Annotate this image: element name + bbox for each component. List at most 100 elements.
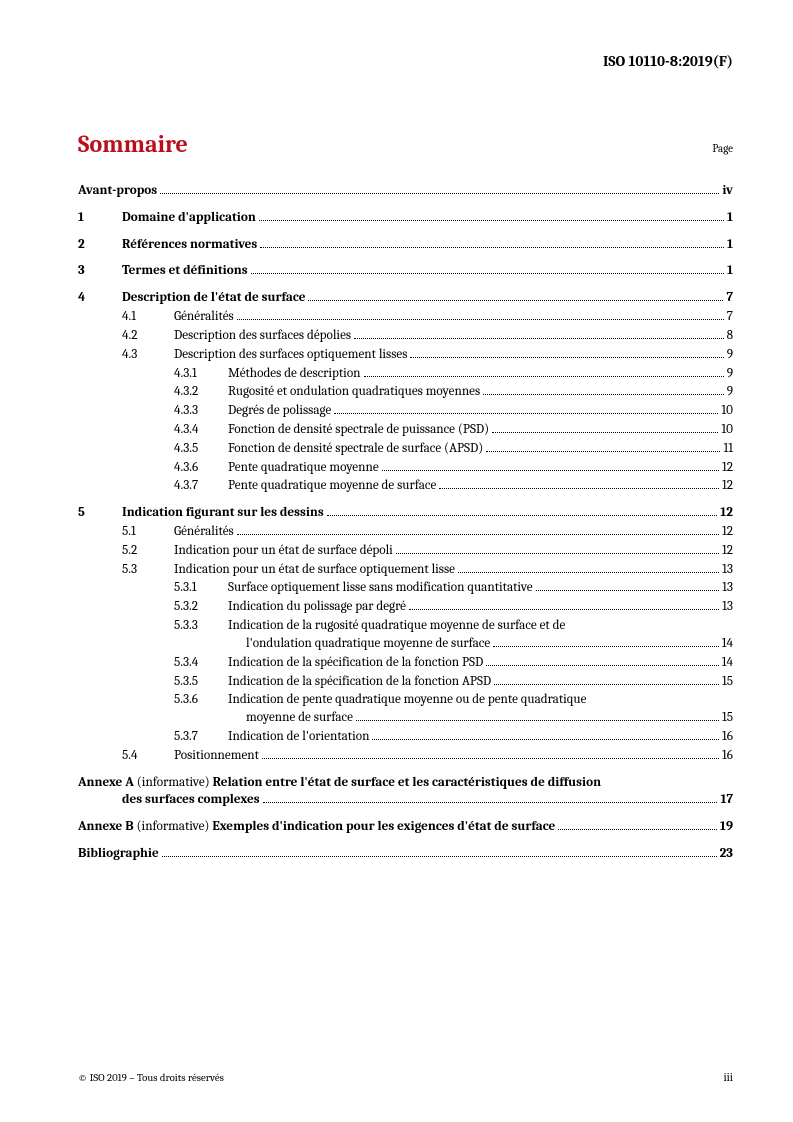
- toc-number: 5: [78, 504, 122, 522]
- document-id: ISO 10110-8:2019(F): [603, 52, 733, 70]
- leader-dots: [493, 637, 719, 647]
- toc-label: Degrés de polissage: [228, 402, 331, 420]
- leader-dots: [356, 711, 719, 721]
- toc-entry-section-4-3-7[interactable]: 4.3.7 Pente quadratique moyenne de surfa…: [78, 477, 733, 495]
- toc-number: 1: [78, 209, 122, 227]
- toc-number: 4.3.1: [174, 365, 228, 383]
- leader-dots: [308, 291, 723, 301]
- toc-entry-section-5-3-4[interactable]: 5.3.4 Indication de la spécification de …: [78, 654, 733, 672]
- toc-entry-section-4-1[interactable]: 4.1 Généralités 7: [78, 308, 733, 326]
- toc-entry-annex-b[interactable]: Annexe B (informative) Exemples d'indica…: [78, 818, 733, 836]
- toc-entry-section-5[interactable]: 5 Indication figurant sur les dessins 12: [78, 504, 733, 522]
- toc-number: 4: [78, 289, 122, 307]
- toc-entry-section-5-1[interactable]: 5.1 Généralités12: [78, 523, 733, 541]
- toc-label: Indication de la spécification de la fon…: [228, 654, 483, 672]
- toc-entry-section-5-3-2[interactable]: 5.3.2 Indication du polissage par degré1…: [78, 598, 733, 616]
- toc-entry-section-5-3[interactable]: 5.3 Indication pour un état de surface o…: [78, 561, 733, 579]
- toc-entry-section-4-3-3[interactable]: 4.3.3 Degrés de polissage10: [78, 402, 733, 420]
- toc-entry-section-5-2[interactable]: 5.2 Indication pour un état de surface d…: [78, 542, 733, 560]
- footer-page-number: iii: [723, 1071, 733, 1084]
- toc-number: 4.3.2: [174, 383, 228, 401]
- toc-label: Bibliographie: [78, 845, 159, 863]
- toc-entry-section-1[interactable]: 1 Domaine d'application 1: [78, 209, 733, 227]
- leader-dots: [382, 461, 719, 471]
- leader-dots: [492, 423, 718, 433]
- leader-dots: [354, 329, 724, 339]
- toc-entry-section-5-4[interactable]: 5.4 Positionnement16: [78, 747, 733, 765]
- annex-informative: (informative): [137, 775, 210, 790]
- toc-page: 19: [720, 818, 733, 836]
- leader-dots: [260, 238, 724, 248]
- annex-informative: (informative): [137, 819, 210, 834]
- toc-number: 4.3.3: [174, 402, 228, 420]
- toc-entry-section-3[interactable]: 3 Termes et définitions 1: [78, 262, 733, 280]
- toc-label: Indication de l'orientation: [228, 728, 369, 746]
- toc-entry-section-5-3-6[interactable]: 5.3.6 Indication de pente quadratique mo…: [78, 691, 733, 727]
- leader-dots: [458, 563, 719, 573]
- toc-entry-section-4-3-5[interactable]: 4.3.5 Fonction de densité spectrale de s…: [78, 440, 733, 458]
- leader-dots: [486, 656, 718, 666]
- toc-label: Indication figurant sur les dessins: [122, 504, 324, 522]
- toc-page: 14: [722, 654, 733, 672]
- toc-label: Fonction de densité spectrale de puissan…: [228, 421, 489, 439]
- toc-page: 12: [722, 459, 733, 477]
- toc-label-line1: Indication de la rugosité quadratique mo…: [228, 618, 565, 633]
- leader-dots: [364, 367, 724, 377]
- footer-copyright: © ISO 2019 – Tous droits réservés: [78, 1071, 224, 1084]
- toc-label: Termes et définitions: [122, 262, 248, 280]
- toc-number: 5.3.2: [174, 598, 228, 616]
- toc-entry-section-5-3-3[interactable]: 5.3.3 Indication de la rugosité quadrati…: [78, 617, 733, 653]
- toc-page: 11: [723, 440, 733, 458]
- toc-number: 5.1: [122, 523, 174, 541]
- toc-entry-section-4[interactable]: 4 Description de l'état de surface 7: [78, 289, 733, 307]
- toc-entry-foreword[interactable]: Avant-propos iv: [78, 182, 733, 200]
- toc-label-line2: moyenne de surface: [246, 709, 353, 727]
- toc-entry-section-5-3-7[interactable]: 5.3.7 Indication de l'orientation 16: [78, 728, 733, 746]
- toc-label: Positionnement: [174, 747, 259, 765]
- toc-page: 15: [722, 673, 733, 691]
- toc-page: 16: [722, 747, 733, 765]
- toc-page: 16: [722, 728, 733, 746]
- annex-title-line2: des surfaces complexes: [122, 791, 260, 809]
- toc-entry-annex-a[interactable]: Annexe A (informative) Relation entre l'…: [78, 774, 733, 810]
- toc-number: 4.2: [122, 327, 174, 345]
- toc-label: Avant-propos: [78, 182, 157, 200]
- toc-page: 9: [727, 365, 733, 383]
- toc-entry-bibliography[interactable]: Bibliographie 23: [78, 845, 733, 863]
- toc-entry-section-2[interactable]: 2 Références normatives 1: [78, 236, 733, 254]
- leader-dots: [251, 265, 724, 275]
- title-row: Sommaire Page: [78, 130, 733, 158]
- page-title: Sommaire: [78, 130, 188, 158]
- toc-entry-section-4-2[interactable]: 4.2 Description des surfaces dépolies 8: [78, 327, 733, 345]
- toc-entry-section-4-3-4[interactable]: 4.3.4 Fonction de densité spectrale de p…: [78, 421, 733, 439]
- toc-page: iv: [722, 182, 733, 200]
- leader-dots: [409, 600, 719, 610]
- toc-page: 9: [727, 383, 733, 401]
- toc-entry-section-4-3[interactable]: 4.3 Description des surfaces optiquement…: [78, 346, 733, 364]
- toc-entry-section-4-3-2[interactable]: 4.3.2 Rugosité et ondulation quadratique…: [78, 383, 733, 401]
- toc-number: 5.3.7: [174, 728, 228, 746]
- toc-entry-section-5-3-1[interactable]: 5.3.1 Surface optiquement lisse sans mod…: [78, 579, 733, 597]
- toc-label: Description des surfaces dépolies: [174, 327, 351, 345]
- toc-number: 5.3.1: [174, 579, 228, 597]
- toc-page: 8: [727, 327, 733, 345]
- toc-page: 1: [727, 209, 733, 227]
- toc-page: 13: [722, 579, 733, 597]
- toc-page: 9: [727, 346, 733, 364]
- leader-dots: [327, 506, 718, 516]
- toc-page: 1: [727, 262, 733, 280]
- toc-entry-section-4-3-6[interactable]: 4.3.6 Pente quadratique moyenne12: [78, 459, 733, 477]
- toc-label-line1: Indication de pente quadratique moyenne …: [228, 692, 586, 707]
- annex-title: Exemples d'indication pour les exigences…: [212, 819, 555, 834]
- toc-page: 12: [720, 504, 733, 522]
- toc-page: 17: [720, 791, 733, 809]
- toc-number: 5.3: [122, 561, 174, 579]
- leader-dots: [334, 404, 718, 414]
- leader-dots: [162, 847, 717, 857]
- toc-entry-section-5-3-5[interactable]: 5.3.5 Indication de la spécification de …: [78, 673, 733, 691]
- page: ISO 10110-8:2019(F) Sommaire Page Avant-…: [0, 0, 793, 1122]
- toc-number: 4.3.7: [174, 477, 228, 495]
- toc-page: 12: [722, 477, 733, 495]
- toc-entry-section-4-3-1[interactable]: 4.3.1 Méthodes de description9: [78, 365, 733, 383]
- toc-label: Rugosité et ondulation quadratiques moye…: [228, 383, 480, 401]
